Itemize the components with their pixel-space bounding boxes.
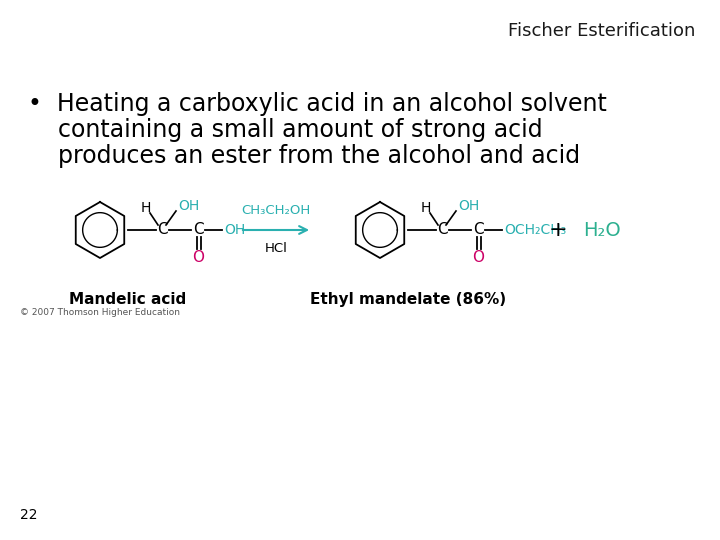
Text: •  Heating a carboxylic acid in an alcohol solvent: • Heating a carboxylic acid in an alcoho… <box>28 92 607 116</box>
Text: Mandelic acid: Mandelic acid <box>69 292 186 307</box>
Text: O: O <box>192 251 204 266</box>
Text: containing a small amount of strong acid: containing a small amount of strong acid <box>28 118 543 142</box>
Text: H: H <box>420 201 431 215</box>
Text: OH: OH <box>458 199 480 213</box>
Text: +: + <box>549 220 567 240</box>
Text: produces an ester from the alcohol and acid: produces an ester from the alcohol and a… <box>28 144 580 168</box>
Text: OCH₂CH₃: OCH₂CH₃ <box>504 223 566 237</box>
Text: 22: 22 <box>20 508 37 522</box>
Text: H₂O: H₂O <box>583 220 621 240</box>
Text: Ethyl mandelate (86%): Ethyl mandelate (86%) <box>310 292 506 307</box>
Text: OH: OH <box>178 199 199 213</box>
Text: CH₃CH₂OH: CH₃CH₂OH <box>241 204 310 217</box>
Text: C: C <box>193 222 203 238</box>
Text: C: C <box>157 222 167 238</box>
Text: C: C <box>437 222 447 238</box>
Text: OH: OH <box>224 223 246 237</box>
Text: O: O <box>472 251 484 266</box>
Text: Fischer Esterification: Fischer Esterification <box>508 22 695 40</box>
Text: © 2007 Thomson Higher Education: © 2007 Thomson Higher Education <box>20 308 180 317</box>
Text: HCl: HCl <box>264 242 287 255</box>
Text: H: H <box>141 201 151 215</box>
Text: C: C <box>473 222 483 238</box>
